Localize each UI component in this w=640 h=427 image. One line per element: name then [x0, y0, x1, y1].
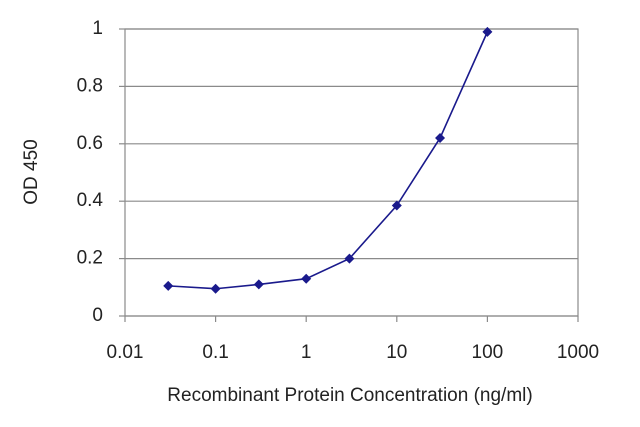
- y-tick-label: 0.2: [77, 248, 103, 269]
- x-tick-label: 1000: [557, 342, 599, 363]
- x-axis-label: Recombinant Protein Concentration (ng/ml…: [167, 385, 532, 406]
- y-tick-label: 1: [92, 18, 103, 39]
- marker: [435, 133, 446, 144]
- marker: [391, 200, 402, 211]
- marker: [163, 280, 174, 291]
- marker: [253, 279, 264, 290]
- marker: [482, 26, 493, 37]
- line: [168, 31, 489, 290]
- plot-frame: [124, 28, 579, 317]
- x-tick-label: 1: [301, 342, 312, 363]
- x-tick-label: 10: [386, 342, 407, 363]
- y-tick-label: 0.6: [77, 133, 103, 154]
- y-tick-label: 0.8: [77, 75, 103, 96]
- x-tick-label: 0.1: [202, 342, 228, 363]
- marker: [210, 283, 221, 294]
- marker: [301, 273, 312, 284]
- y-axis-label: OD 450: [21, 139, 42, 204]
- marker: [344, 253, 355, 264]
- x-tick-label: 100: [472, 342, 504, 363]
- y-tick-label: 0.4: [77, 190, 104, 211]
- y-tick-label: 0: [92, 305, 103, 326]
- x-tick-label: 0.01: [107, 342, 144, 363]
